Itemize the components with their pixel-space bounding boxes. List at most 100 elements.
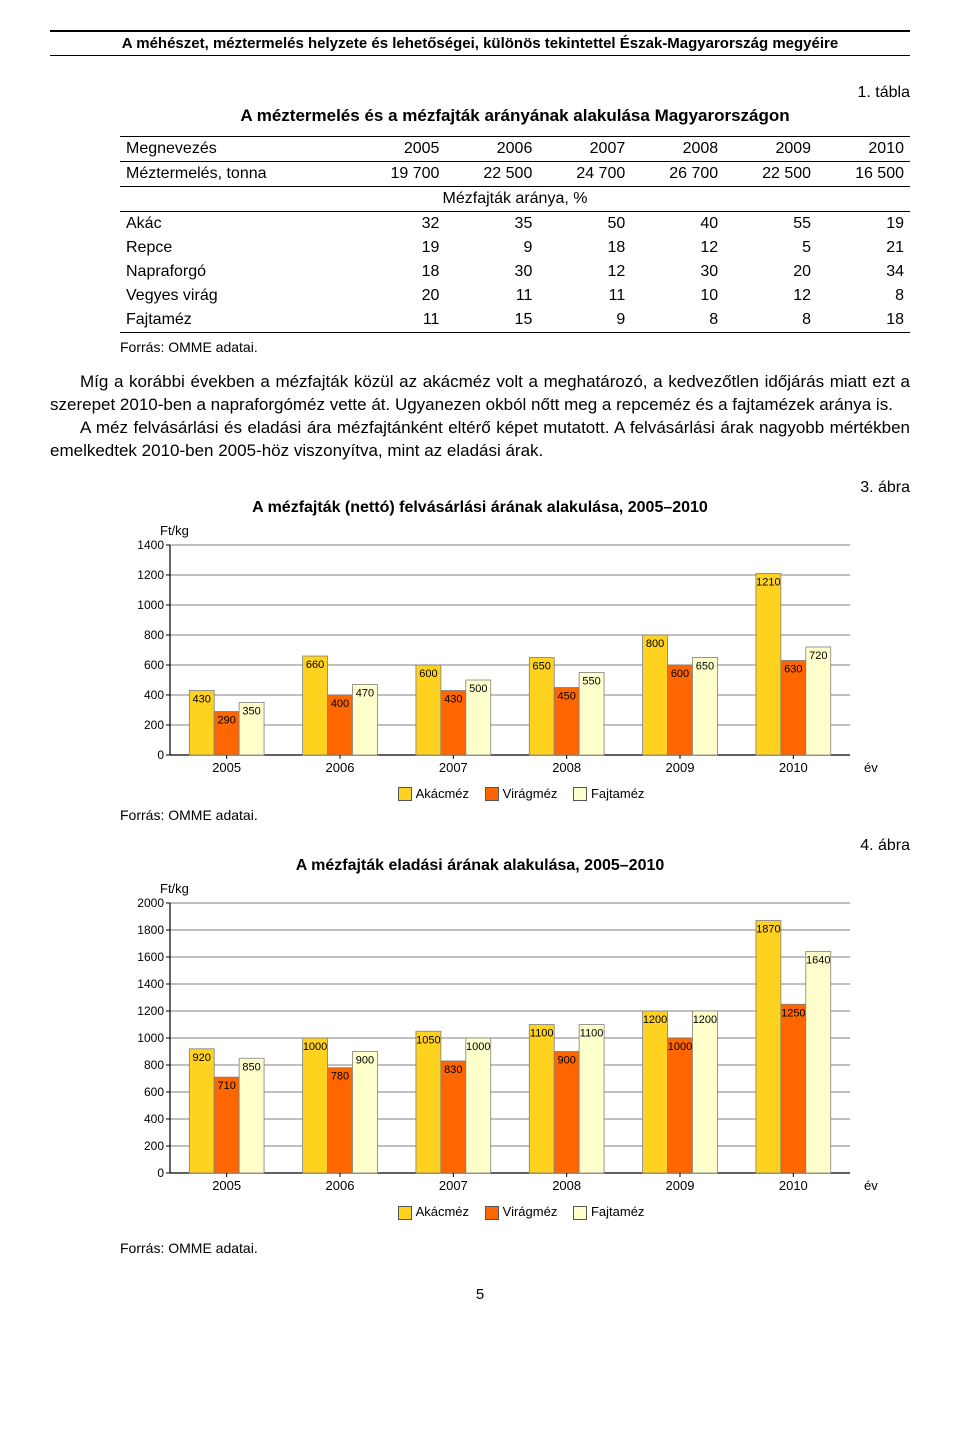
- svg-text:0: 0: [157, 748, 164, 762]
- cell: 5: [724, 236, 817, 260]
- svg-text:400: 400: [331, 698, 349, 710]
- cell: 10: [631, 284, 724, 308]
- svg-text:800: 800: [144, 1058, 164, 1072]
- table-row: Akác 32 35 50 40 55 19: [120, 212, 910, 237]
- svg-text:1400: 1400: [137, 540, 164, 552]
- cell: 8: [724, 308, 817, 333]
- svg-text:1400: 1400: [137, 977, 164, 991]
- running-title: A méhészet, méztermelés helyzete és lehe…: [50, 35, 910, 52]
- section-label: Mézfajták aránya, %: [120, 187, 910, 212]
- svg-text:290: 290: [217, 714, 235, 726]
- svg-text:év: év: [864, 760, 878, 775]
- svg-text:1000: 1000: [303, 1041, 327, 1053]
- legend-item: Akácméz: [416, 786, 469, 801]
- data-table: Megnevezés 2005 2006 2007 2008 2009 2010…: [120, 136, 910, 333]
- svg-text:1870: 1870: [756, 924, 780, 936]
- cell: 8: [631, 308, 724, 333]
- svg-text:800: 800: [144, 628, 164, 642]
- cell: 32: [353, 212, 446, 237]
- cell: Akác: [120, 212, 353, 237]
- svg-text:400: 400: [144, 688, 164, 702]
- chart-legend: Akácméz Virágméz Fajtaméz: [120, 1204, 910, 1220]
- table-number: 1. tábla: [50, 84, 910, 102]
- cell: 22 500: [724, 162, 817, 187]
- cell: 9: [538, 308, 631, 333]
- col-year: 2006: [445, 137, 538, 162]
- cell: 8: [817, 284, 910, 308]
- svg-text:2000: 2000: [137, 898, 164, 910]
- svg-text:600: 600: [671, 668, 689, 680]
- cell: 20: [353, 284, 446, 308]
- cell: 9: [445, 236, 538, 260]
- svg-text:1640: 1640: [806, 955, 830, 967]
- svg-text:650: 650: [696, 660, 714, 672]
- col-year: 2009: [724, 137, 817, 162]
- svg-text:2006: 2006: [326, 1178, 355, 1193]
- svg-text:450: 450: [557, 690, 575, 702]
- chart-legend: Akácméz Virágméz Fajtaméz: [120, 786, 910, 802]
- svg-text:1000: 1000: [466, 1041, 490, 1053]
- cell: 55: [724, 212, 817, 237]
- svg-text:1200: 1200: [137, 568, 164, 582]
- cell: 18: [538, 236, 631, 260]
- svg-text:780: 780: [331, 1071, 349, 1083]
- chart-title: A mézfajták eladási árának alakulása, 20…: [50, 857, 910, 875]
- svg-text:400: 400: [144, 1112, 164, 1126]
- cell: Repce: [120, 236, 353, 260]
- cell: 30: [445, 260, 538, 284]
- col-year: 2008: [631, 137, 724, 162]
- cell: 12: [631, 236, 724, 260]
- legend-item: Virágméz: [503, 1204, 558, 1219]
- chart-container: Ft/kg 0200400600800100012001400430290350…: [120, 523, 910, 824]
- svg-text:1600: 1600: [137, 950, 164, 964]
- cell: 16 500: [817, 162, 910, 187]
- svg-text:1210: 1210: [756, 576, 780, 588]
- legend-swatch-icon: [485, 787, 499, 801]
- svg-text:1100: 1100: [530, 1028, 554, 1040]
- y-axis-label: Ft/kg: [120, 881, 910, 896]
- svg-text:710: 710: [217, 1080, 235, 1092]
- svg-text:0: 0: [157, 1166, 164, 1180]
- svg-text:2009: 2009: [666, 1178, 695, 1193]
- svg-text:1050: 1050: [416, 1035, 440, 1047]
- cell: 11: [353, 308, 446, 333]
- legend-item: Akácméz: [416, 1204, 469, 1219]
- svg-text:600: 600: [419, 668, 437, 680]
- cell: 19 700: [353, 162, 446, 187]
- figure-number: 3. ábra: [50, 479, 910, 497]
- svg-text:470: 470: [356, 687, 374, 699]
- paragraph: A méz felvásárlási és eladási ára mézfaj…: [50, 417, 910, 463]
- cell: 15: [445, 308, 538, 333]
- svg-text:830: 830: [444, 1064, 462, 1076]
- cell: 24 700: [538, 162, 631, 187]
- svg-text:630: 630: [784, 663, 802, 675]
- svg-text:1250: 1250: [781, 1008, 805, 1020]
- svg-text:1800: 1800: [137, 923, 164, 937]
- legend-swatch-icon: [573, 787, 587, 801]
- header-border: A méhészet, méztermelés helyzete és lehe…: [50, 30, 910, 56]
- svg-text:550: 550: [582, 675, 600, 687]
- col-megnevezes: Megnevezés: [120, 137, 353, 162]
- svg-text:év: év: [864, 1178, 878, 1193]
- svg-text:200: 200: [144, 718, 164, 732]
- cell: 20: [724, 260, 817, 284]
- cell: Fajtaméz: [120, 308, 353, 333]
- svg-text:430: 430: [193, 693, 211, 705]
- table-row: Repce 19 9 18 12 5 21: [120, 236, 910, 260]
- col-year: 2007: [538, 137, 631, 162]
- cell: 34: [817, 260, 910, 284]
- svg-text:2010: 2010: [779, 1178, 808, 1193]
- svg-text:850: 850: [242, 1062, 260, 1074]
- table-row: Méztermelés, tonna 19 700 22 500 24 700 …: [120, 162, 910, 187]
- svg-text:500: 500: [469, 683, 487, 695]
- svg-text:650: 650: [533, 660, 551, 672]
- body-text: Míg a korábbi években a mézfajták közül …: [50, 371, 910, 463]
- bar-chart: 0200400600800100012001400160018002000920…: [120, 898, 880, 1198]
- col-year: 2005: [353, 137, 446, 162]
- legend-swatch-icon: [573, 1206, 587, 1220]
- cell: Napraforgó: [120, 260, 353, 284]
- cell: 50: [538, 212, 631, 237]
- svg-text:1000: 1000: [668, 1041, 692, 1053]
- svg-text:2006: 2006: [326, 760, 355, 775]
- table-section-row: Mézfajták aránya, %: [120, 187, 910, 212]
